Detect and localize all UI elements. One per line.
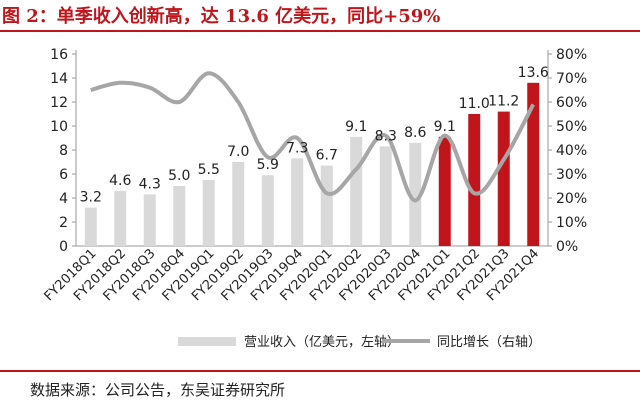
revenue-bar xyxy=(379,146,392,246)
y-right-tick-label: 80% xyxy=(556,47,587,63)
footer-divider xyxy=(0,370,640,372)
title-divider xyxy=(0,30,640,32)
revenue-bar xyxy=(291,158,304,246)
y-left-tick-label: 0 xyxy=(59,239,68,255)
figure-title: 图 2：单季收入创新高，达 13.6 亿美元，同比+59% xyxy=(2,6,441,27)
legend-label-revenue: 营业收入（亿美元，左轴） xyxy=(244,335,400,350)
y-left-tick-label: 14 xyxy=(50,71,68,87)
revenue-data-label: 8.3 xyxy=(375,128,397,144)
y-right-tick-label: 0% xyxy=(556,239,578,255)
legend-label-growth: 同比增长（右轴） xyxy=(437,335,541,350)
revenue-data-label: 4.6 xyxy=(109,173,131,189)
revenue-data-label: 6.7 xyxy=(316,148,338,164)
revenue-data-label: 5.0 xyxy=(168,168,190,184)
figure-title-bar: 图 2：单季收入创新高，达 13.6 亿美元，同比+59% xyxy=(0,0,640,28)
revenue-bar xyxy=(527,82,540,246)
revenue-data-label: 4.3 xyxy=(139,176,161,192)
y-right-tick-label: 30% xyxy=(556,167,587,183)
legend-swatch-revenue xyxy=(178,337,236,346)
revenue-bar xyxy=(320,165,333,246)
y-left-tick-label: 4 xyxy=(59,191,68,207)
revenue-bar xyxy=(143,194,156,246)
revenue-bar xyxy=(202,180,215,246)
revenue-data-label: 11.2 xyxy=(488,94,519,110)
revenue-bar xyxy=(438,136,451,246)
revenue-growth-chart: 0 2 4 6 8 10 12 14 16 0% 10% 20% 30% 40% 50% 60% 70% 80% 3… xyxy=(42,47,588,350)
revenue-bar xyxy=(409,142,422,246)
revenue-data-label: 11.0 xyxy=(459,96,490,112)
revenue-bar xyxy=(114,190,127,246)
revenue-data-label: 9.1 xyxy=(345,119,367,135)
revenue-bar xyxy=(468,114,481,246)
y-right-tick-label: 70% xyxy=(556,71,587,87)
y-right-tick-label: 20% xyxy=(556,191,587,207)
revenue-bar xyxy=(232,162,245,246)
y-right-tick-label: 40% xyxy=(556,143,587,159)
growth-line xyxy=(90,71,536,203)
revenue-bar xyxy=(261,175,274,246)
plot-area: 0 2 4 6 8 10 12 14 16 0% 10% 20% 30% 40% 50% 60% 70% 80% 3… xyxy=(42,47,588,304)
y-right-tick-label: 10% xyxy=(556,215,587,231)
revenue-data-label: 5.5 xyxy=(198,162,220,178)
y-left-tick-label: 8 xyxy=(59,143,68,159)
revenue-data-label: 7.3 xyxy=(286,140,308,156)
y-left-tick-label: 2 xyxy=(59,215,68,231)
source-note: 数据来源：公司公告，东吴证券研究所 xyxy=(30,381,286,399)
y-right-tick-label: 50% xyxy=(556,119,587,135)
revenue-data-label: 5.9 xyxy=(257,157,279,173)
revenue-data-label: 9.1 xyxy=(434,119,456,135)
y-right-tick-label: 60% xyxy=(556,95,587,111)
y-left-tick-label: 10 xyxy=(50,119,68,135)
legend: 营业收入（亿美元，左轴） 同比增长（右轴） xyxy=(178,335,541,350)
revenue-data-label: 8.6 xyxy=(404,125,426,141)
y-left-tick-label: 6 xyxy=(59,167,68,183)
revenue-bar xyxy=(350,136,363,246)
revenue-data-label: 3.2 xyxy=(80,190,102,206)
revenue-bar xyxy=(173,186,186,246)
revenue-bar xyxy=(84,207,97,246)
revenue-data-label: 13.6 xyxy=(518,65,549,81)
revenue-bar xyxy=(497,111,510,246)
y-left-tick-label: 16 xyxy=(50,47,68,63)
revenue-data-label: 7.0 xyxy=(227,144,249,160)
y-left-tick-label: 12 xyxy=(50,95,68,111)
